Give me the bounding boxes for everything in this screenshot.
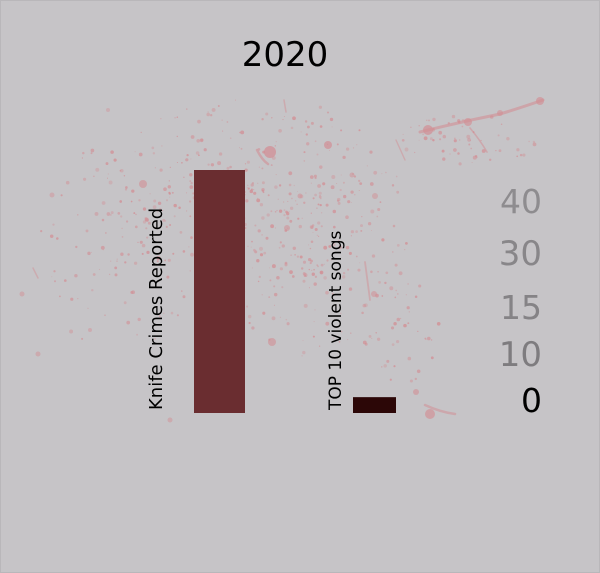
y-tick-label: 0	[521, 381, 542, 420]
y-tick-label: 10	[499, 335, 542, 375]
chart-title: 2020	[242, 35, 329, 75]
bar-label-knife-crimes-reported: Knife Crimes Reported	[146, 208, 167, 410]
bar-top-10-violent-songs	[353, 397, 396, 413]
y-tick-label: 15	[500, 288, 542, 327]
y-tick-label: 40	[500, 182, 542, 221]
y-tick-label: 30	[499, 234, 542, 274]
bar-label-top-10-violent-songs: TOP 10 violent songs	[326, 231, 346, 411]
bar-knife-crimes-reported	[194, 170, 245, 413]
y-axis: 40 30 15 10 0	[499, 182, 542, 420]
